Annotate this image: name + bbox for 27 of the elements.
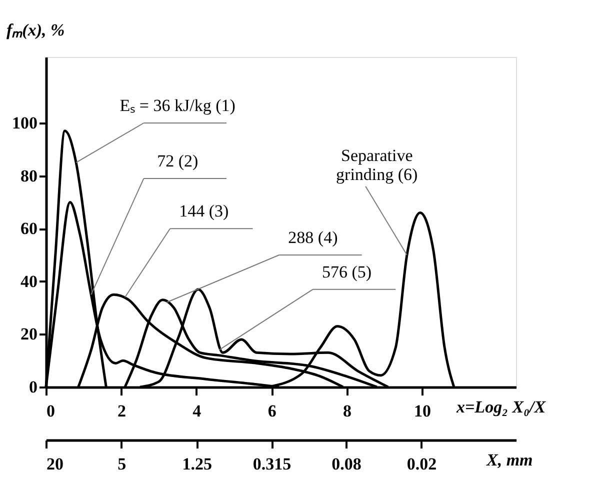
annotation: 72 (2): [157, 152, 198, 171]
x2-axis-title: X, mm: [486, 450, 533, 470]
annotation: 288 (4): [288, 228, 338, 248]
x-axis-title: x=Log₂ X₀/X: [456, 398, 546, 416]
annotation: Separative grinding (6): [336, 146, 418, 184]
y-tick-label: 100: [12, 114, 38, 132]
y-tick-label: 60: [20, 219, 38, 238]
x2-tick-label: 1.25: [182, 454, 212, 474]
y-tick-label: 40: [20, 272, 38, 291]
x-tick-label: 10: [414, 402, 431, 420]
annotation: Eₛ = 36 kJ/kg (1): [120, 96, 236, 116]
annotation: 144 (3): [179, 202, 229, 221]
y-tick-label: 0: [29, 378, 38, 396]
x2-tick-label: 0.315: [252, 454, 292, 474]
y-tick-label: 20: [20, 324, 38, 344]
y-axis-title: fₘ(x), %: [6, 20, 65, 40]
x-tick-label: 6: [268, 402, 276, 420]
x-tick-label: 2: [117, 402, 126, 420]
x2-tick-label: 0.08: [332, 454, 362, 474]
annotation: 576 (5): [322, 262, 372, 282]
x2-tick-label: 20: [46, 454, 64, 474]
y-tick-label: 80: [20, 166, 38, 186]
x-tick-label: 0: [46, 402, 55, 420]
x-tick-label: 8: [343, 402, 352, 420]
x-tick-label: 4: [192, 402, 202, 420]
x2-tick-label: 5: [118, 454, 126, 474]
x2-tick-label: 0.02: [406, 454, 437, 474]
